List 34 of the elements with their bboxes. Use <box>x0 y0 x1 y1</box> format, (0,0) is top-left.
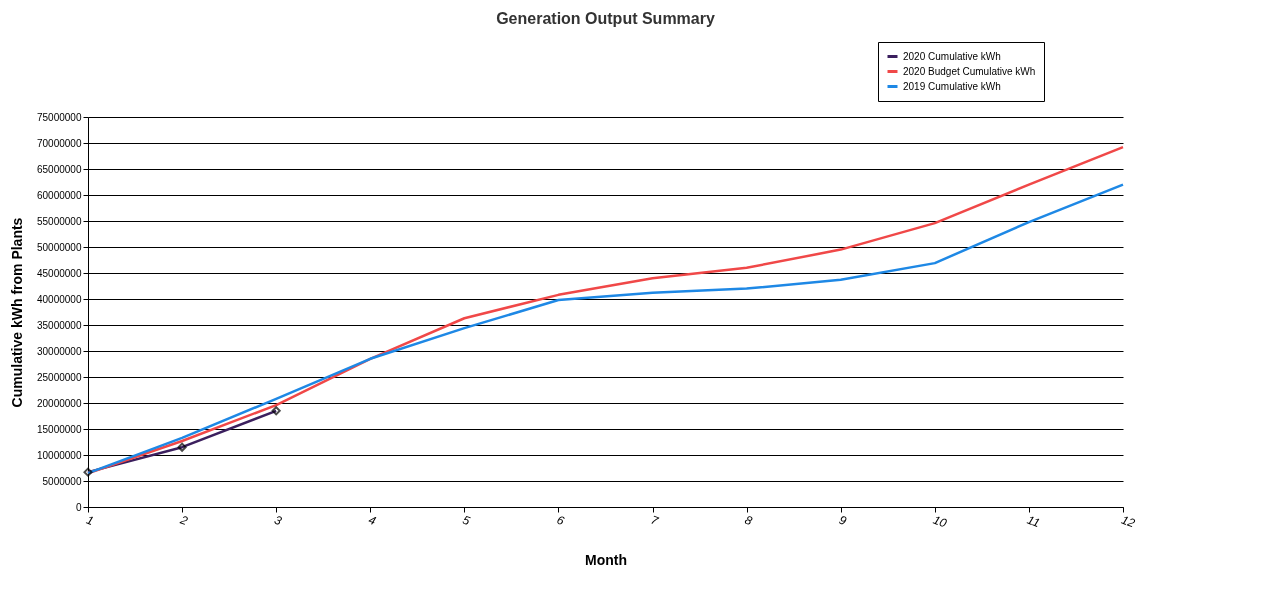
y-tick-label: 25000000 <box>37 371 82 383</box>
x-tick-label: 10 <box>931 512 949 531</box>
y-tick-label: 75000000 <box>37 111 82 123</box>
x-tick-label: 2 <box>177 512 190 529</box>
y-tick-label: 10000000 <box>37 449 82 461</box>
x-tick-label: 9 <box>837 512 849 529</box>
y-tick-label: 55000000 <box>37 215 82 227</box>
y-tick-label: 35000000 <box>37 319 82 331</box>
y-tick-label: 5000000 <box>42 475 82 487</box>
y-tick-label: 40000000 <box>37 293 82 305</box>
x-tick-label: 8 <box>743 512 755 529</box>
legend-label: 2020 Cumulative kWh <box>903 50 1001 62</box>
y-tick-label: 60000000 <box>37 189 82 201</box>
x-tick-label: 6 <box>554 512 567 529</box>
y-tick-label: 30000000 <box>37 345 82 357</box>
y-tick-label: 15000000 <box>37 423 82 435</box>
x-tick-label: 7 <box>648 512 662 529</box>
y-tick-label: 45000000 <box>37 267 82 279</box>
y-axis-title: Cumulative kWh from Plants <box>9 217 26 408</box>
chart-title: Generation Output Summary <box>496 9 715 27</box>
legend-label: 2019 Cumulative kWh <box>903 80 1001 92</box>
x-tick-label: 11 <box>1025 512 1042 531</box>
x-tick-label: 12 <box>1119 512 1138 531</box>
y-tick-label: 70000000 <box>37 137 82 149</box>
x-tick-label: 1 <box>84 512 96 529</box>
y-tick-label: 20000000 <box>37 397 82 409</box>
y-tick-label: 0 <box>75 501 82 513</box>
legend-label: 2020 Budget Cumulative kWh <box>903 65 1036 77</box>
x-tick-label: 3 <box>272 512 284 529</box>
y-tick-label: 50000000 <box>37 241 82 253</box>
x-axis-title: Month <box>585 552 627 569</box>
x-tick-label: 5 <box>460 512 473 529</box>
x-tick-label: 4 <box>366 512 379 529</box>
y-tick-label: 65000000 <box>37 163 82 175</box>
